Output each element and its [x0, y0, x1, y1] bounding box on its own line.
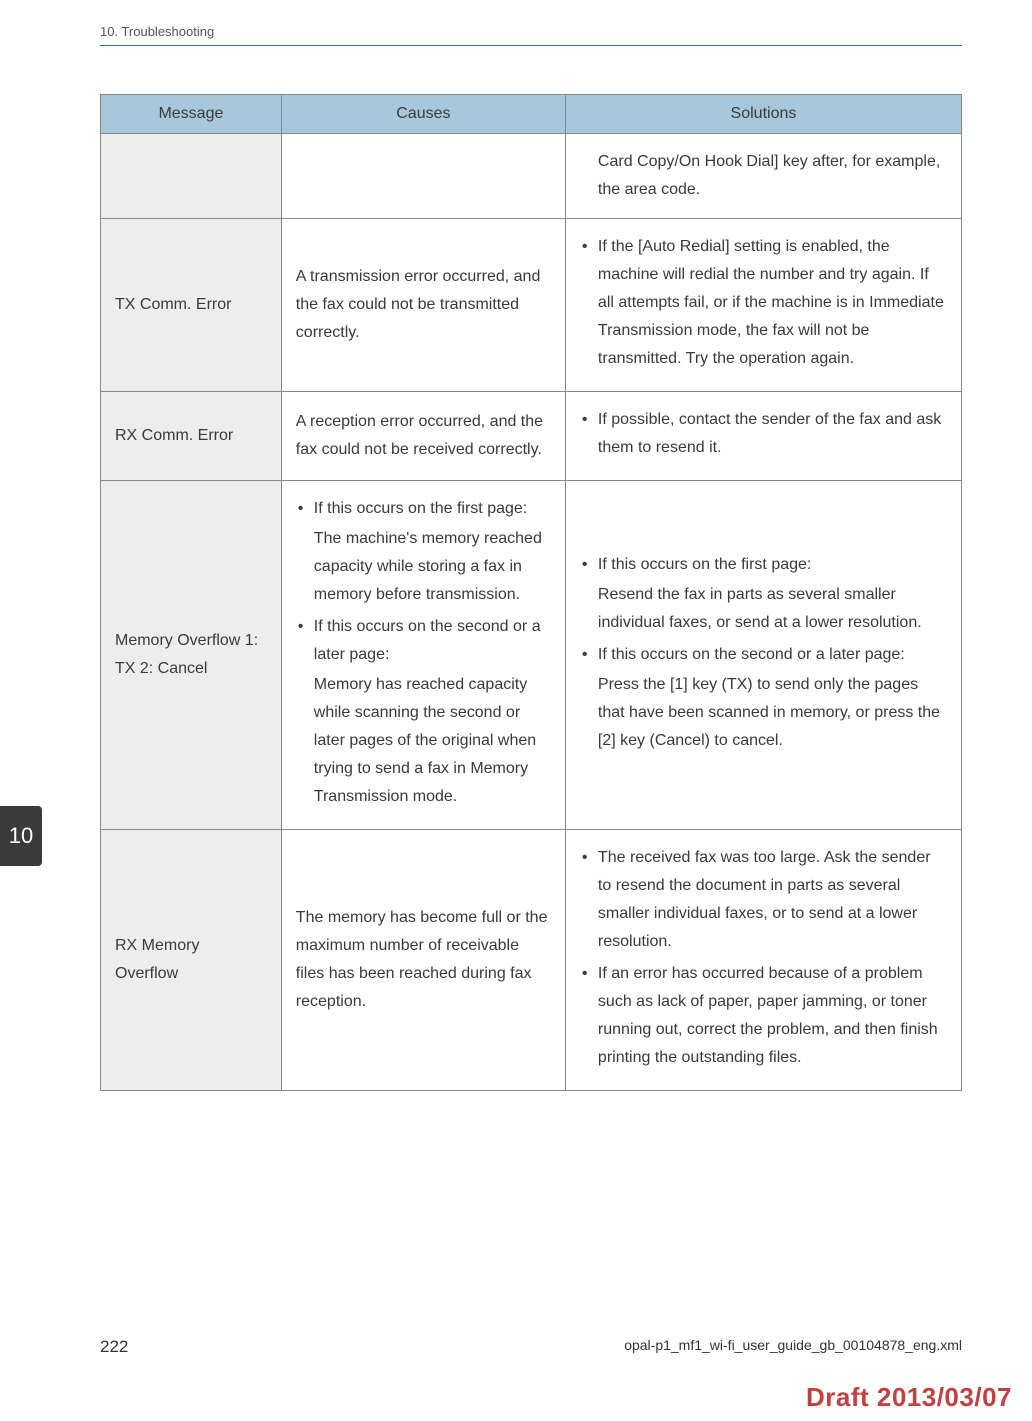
cell-cause: The memory has become full or the maximu… — [281, 830, 565, 1091]
list-item: If an error has occurred because of a pr… — [580, 960, 947, 1072]
table-row: TX Comm. Error A transmission error occu… — [101, 219, 962, 392]
table-row: Card Copy/On Hook Dial] key after, for e… — [101, 134, 962, 219]
item-sub: Press the [1] key (TX) to send only the … — [598, 671, 947, 755]
list-item: The received fax was too large. Ask the … — [580, 844, 947, 956]
cell-message — [101, 134, 282, 219]
chapter-tab: 10 — [0, 806, 42, 866]
item-sub: The machine's memory reached capacity wh… — [314, 525, 551, 609]
solution-list: If the [Auto Redial] setting is enabled,… — [580, 233, 947, 373]
solution-list: If possible, contact the sender of the f… — [580, 406, 947, 462]
troubleshooting-table: Message Causes Solutions Card Copy/On Ho… — [100, 94, 962, 1091]
header-rule — [100, 45, 962, 46]
source-filename: opal-p1_mf1_wi-fi_user_guide_gb_00104878… — [624, 1337, 962, 1357]
page-number: 222 — [100, 1337, 128, 1357]
cell-cause — [281, 134, 565, 219]
list-item: If this occurs on the second or a later … — [580, 641, 947, 755]
table-header-row: Message Causes Solutions — [101, 95, 962, 134]
cell-solution: If the [Auto Redial] setting is enabled,… — [565, 219, 961, 392]
table-row: Memory Overflow 1: TX 2: Cancel If this … — [101, 481, 962, 830]
item-text: If this occurs on the second or a later … — [314, 618, 541, 663]
draft-watermark: Draft 2013/03/07 — [806, 1382, 1012, 1413]
table-row: RX Comm. Error A reception error occurre… — [101, 392, 962, 481]
solution-text: Card Copy/On Hook Dial] key after, for e… — [580, 148, 947, 204]
list-item: If this occurs on the first page: Resend… — [580, 551, 947, 637]
chapter-breadcrumb: 10. Troubleshooting — [100, 24, 962, 39]
cell-solution: Card Copy/On Hook Dial] key after, for e… — [565, 134, 961, 219]
list-item: If the [Auto Redial] setting is enabled,… — [580, 233, 947, 373]
th-solutions: Solutions — [565, 95, 961, 134]
item-text: If this occurs on the second or a later … — [598, 646, 905, 663]
item-sub: Memory has reached capacity while scanni… — [314, 671, 551, 811]
item-text: If this occurs on the first page: — [598, 556, 811, 573]
cell-message: TX Comm. Error — [101, 219, 282, 392]
cell-solution: If possible, contact the sender of the f… — [565, 392, 961, 481]
list-item: If this occurs on the first page: The ma… — [296, 495, 551, 609]
page-footer: 222 opal-p1_mf1_wi-fi_user_guide_gb_0010… — [100, 1337, 962, 1357]
th-causes: Causes — [281, 95, 565, 134]
cell-message: Memory Overflow 1: TX 2: Cancel — [101, 481, 282, 830]
cell-solution: The received fax was too large. Ask the … — [565, 830, 961, 1091]
item-sub: Resend the fax in parts as several small… — [598, 581, 947, 637]
table-row: RX Memory Overflow The memory has become… — [101, 830, 962, 1091]
list-item: If possible, contact the sender of the f… — [580, 406, 947, 462]
cell-message: RX Comm. Error — [101, 392, 282, 481]
cell-message: RX Memory Overflow — [101, 830, 282, 1091]
list-item: If this occurs on the second or a later … — [296, 613, 551, 811]
cell-solution: If this occurs on the first page: Resend… — [565, 481, 961, 830]
cell-cause: A transmission error occurred, and the f… — [281, 219, 565, 392]
cell-cause: If this occurs on the first page: The ma… — [281, 481, 565, 830]
item-text: If this occurs on the first page: — [314, 500, 527, 517]
solution-list: If this occurs on the first page: Resend… — [580, 551, 947, 755]
cell-cause: A reception error occurred, and the fax … — [281, 392, 565, 481]
th-message: Message — [101, 95, 282, 134]
cause-list: If this occurs on the first page: The ma… — [296, 495, 551, 811]
solution-list: The received fax was too large. Ask the … — [580, 844, 947, 1072]
